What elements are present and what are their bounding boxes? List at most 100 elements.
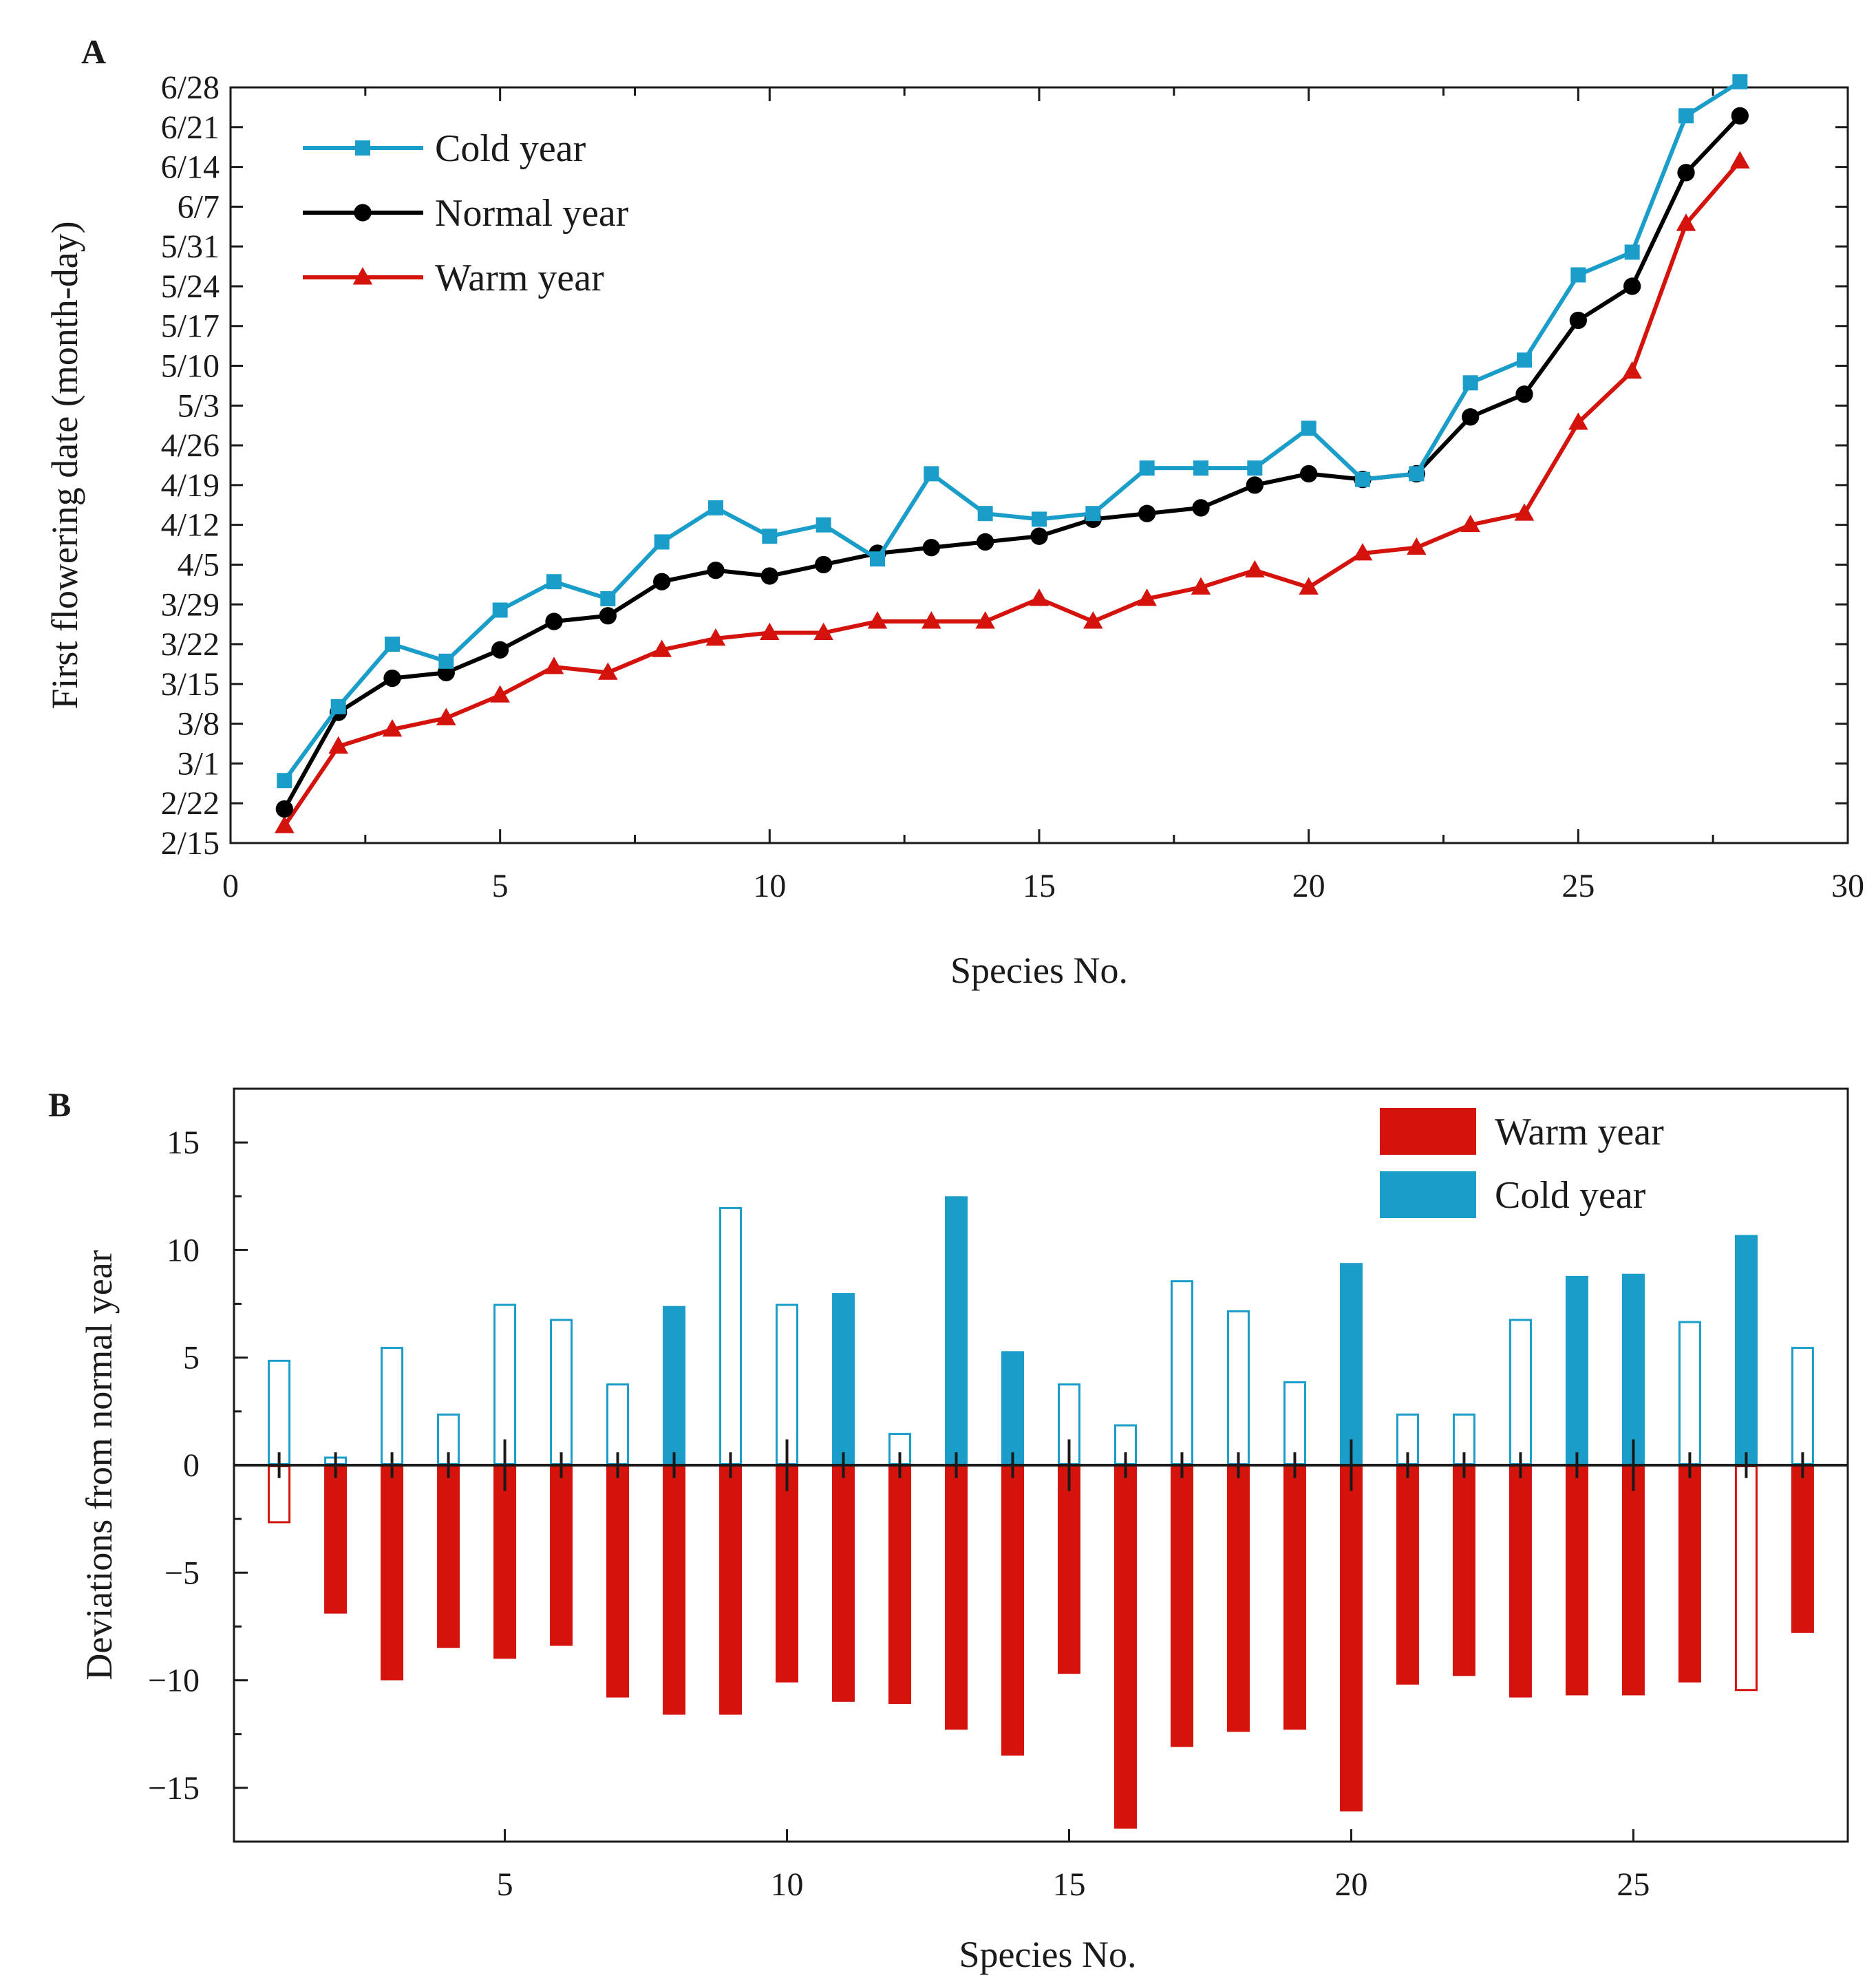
x-tick-label-a: 15 (1023, 868, 1056, 904)
bars-cold-year (268, 1196, 1814, 1466)
bar-warm-28 (1791, 1465, 1814, 1633)
bar-warm-16 (1113, 1465, 1137, 1829)
point-warm-24 (1514, 503, 1535, 521)
legend-label-b-cold: Cold year (1495, 1174, 1646, 1217)
point-warm-19 (1245, 560, 1265, 578)
point-cold-14 (977, 506, 993, 522)
y-tick-label-a: 4/19 (161, 467, 220, 504)
series-warm-year (275, 151, 1750, 833)
bar-warm-22 (1452, 1465, 1475, 1676)
point-warm-15 (1029, 588, 1049, 606)
point-warm-11 (813, 622, 833, 640)
point-cold-22 (1409, 466, 1425, 482)
point-normal-25 (1569, 311, 1587, 330)
y-tick-label-a: 4/12 (161, 507, 220, 544)
y-tick-label-a: 2/22 (161, 785, 220, 822)
y-tick-label-b: −5 (164, 1555, 200, 1591)
point-normal-9 (707, 562, 725, 579)
legend-marker-cold (355, 140, 370, 156)
x-tick-label-b: 20 (1334, 1866, 1367, 1903)
point-normal-28 (1731, 107, 1749, 125)
x-tick-label-b: 10 (771, 1866, 804, 1903)
bar-cold-25 (1621, 1273, 1645, 1465)
y-tick-label-a: 6/7 (178, 189, 220, 225)
point-warm-14 (975, 611, 995, 629)
point-warm-5 (490, 685, 510, 703)
point-warm-27 (1676, 213, 1696, 231)
point-normal-3 (383, 669, 401, 688)
y-tick-label-a: 6/28 (161, 70, 220, 106)
point-cold-23 (1462, 375, 1478, 391)
x-tick-label-b: 15 (1052, 1866, 1085, 1903)
panel-a-line-chart: 2/152/223/13/83/153/223/294/54/124/194/2… (44, 70, 1864, 991)
point-warm-9 (705, 628, 726, 646)
point-normal-11 (815, 555, 833, 574)
bar-warm-17 (1170, 1465, 1193, 1747)
y-tick-label-a: 3/29 (161, 586, 220, 623)
point-cold-11 (816, 517, 831, 533)
point-cold-2 (330, 699, 346, 714)
error-bars-b (277, 1439, 1804, 1491)
y-tick-label-a: 3/22 (161, 626, 220, 663)
point-cold-9 (708, 500, 723, 515)
y-tick-label-a: 5/24 (161, 268, 220, 305)
y-tick-label-a: 5/10 (161, 348, 220, 385)
bars-warm-year (268, 1465, 1814, 1829)
point-normal-15 (1030, 527, 1048, 545)
point-normal-20 (1300, 465, 1318, 483)
y-tick-label-a: 5/3 (178, 387, 220, 424)
bar-cold-24 (1565, 1275, 1588, 1465)
point-warm-8 (652, 639, 672, 657)
legend-b: Warm year Cold year (1380, 1108, 1664, 1218)
bar-warm-18 (1226, 1465, 1250, 1732)
point-normal-10 (760, 567, 778, 585)
bar-cold-27 (1734, 1235, 1758, 1465)
point-cold-25 (1570, 267, 1586, 283)
x-axis-title-b: Species No. (959, 1934, 1137, 1975)
bar-warm-6 (550, 1465, 573, 1646)
point-warm-2 (328, 736, 348, 754)
point-cold-12 (870, 551, 885, 567)
y-tick-label-a: 4/26 (161, 427, 220, 464)
bar-warm-11 (832, 1465, 855, 1702)
point-cold-17 (1139, 460, 1155, 476)
point-normal-5 (491, 641, 509, 659)
point-cold-6 (546, 574, 562, 590)
point-cold-1 (277, 773, 292, 789)
point-normal-13 (922, 539, 940, 557)
point-cold-4 (438, 653, 454, 669)
y-axis-title-b: Deviations from normal year (78, 1250, 120, 1680)
bar-warm-25 (1621, 1465, 1645, 1696)
bar-cold-13 (945, 1196, 968, 1465)
y-tick-label-b: −10 (148, 1663, 200, 1699)
y-tick-label-a: 3/1 (178, 745, 220, 782)
bar-warm-9 (719, 1465, 743, 1715)
point-cold-5 (492, 602, 508, 618)
point-normal-17 (1138, 504, 1156, 522)
y-tick-label-b: 5 (183, 1340, 200, 1376)
series-line-warm (282, 160, 1742, 827)
bar-warm-26 (1678, 1465, 1701, 1683)
point-normal-19 (1246, 476, 1264, 494)
point-warm-7 (598, 662, 618, 680)
panel-letter-b: B (48, 1085, 71, 1124)
bar-warm-5 (493, 1465, 517, 1659)
bar-warm-4 (437, 1465, 460, 1648)
bar-warm-7 (606, 1465, 630, 1698)
point-warm-17 (1137, 588, 1157, 606)
y-tick-label-a: 3/15 (161, 666, 220, 703)
point-normal-6 (545, 612, 563, 630)
point-normal-8 (653, 573, 671, 590)
point-warm-28 (1730, 151, 1750, 169)
bar-warm-20 (1339, 1465, 1363, 1812)
point-warm-13 (921, 611, 941, 629)
point-cold-10 (762, 529, 778, 544)
x-axis-title-a: Species No. (950, 950, 1128, 991)
bar-warm-24 (1565, 1465, 1588, 1696)
point-cold-15 (1032, 511, 1047, 527)
bar-warm-3 (381, 1465, 404, 1681)
point-warm-4 (436, 707, 456, 725)
point-warm-23 (1460, 514, 1480, 533)
bar-warm-13 (945, 1465, 968, 1730)
y-tick-label-b: 15 (167, 1125, 200, 1161)
